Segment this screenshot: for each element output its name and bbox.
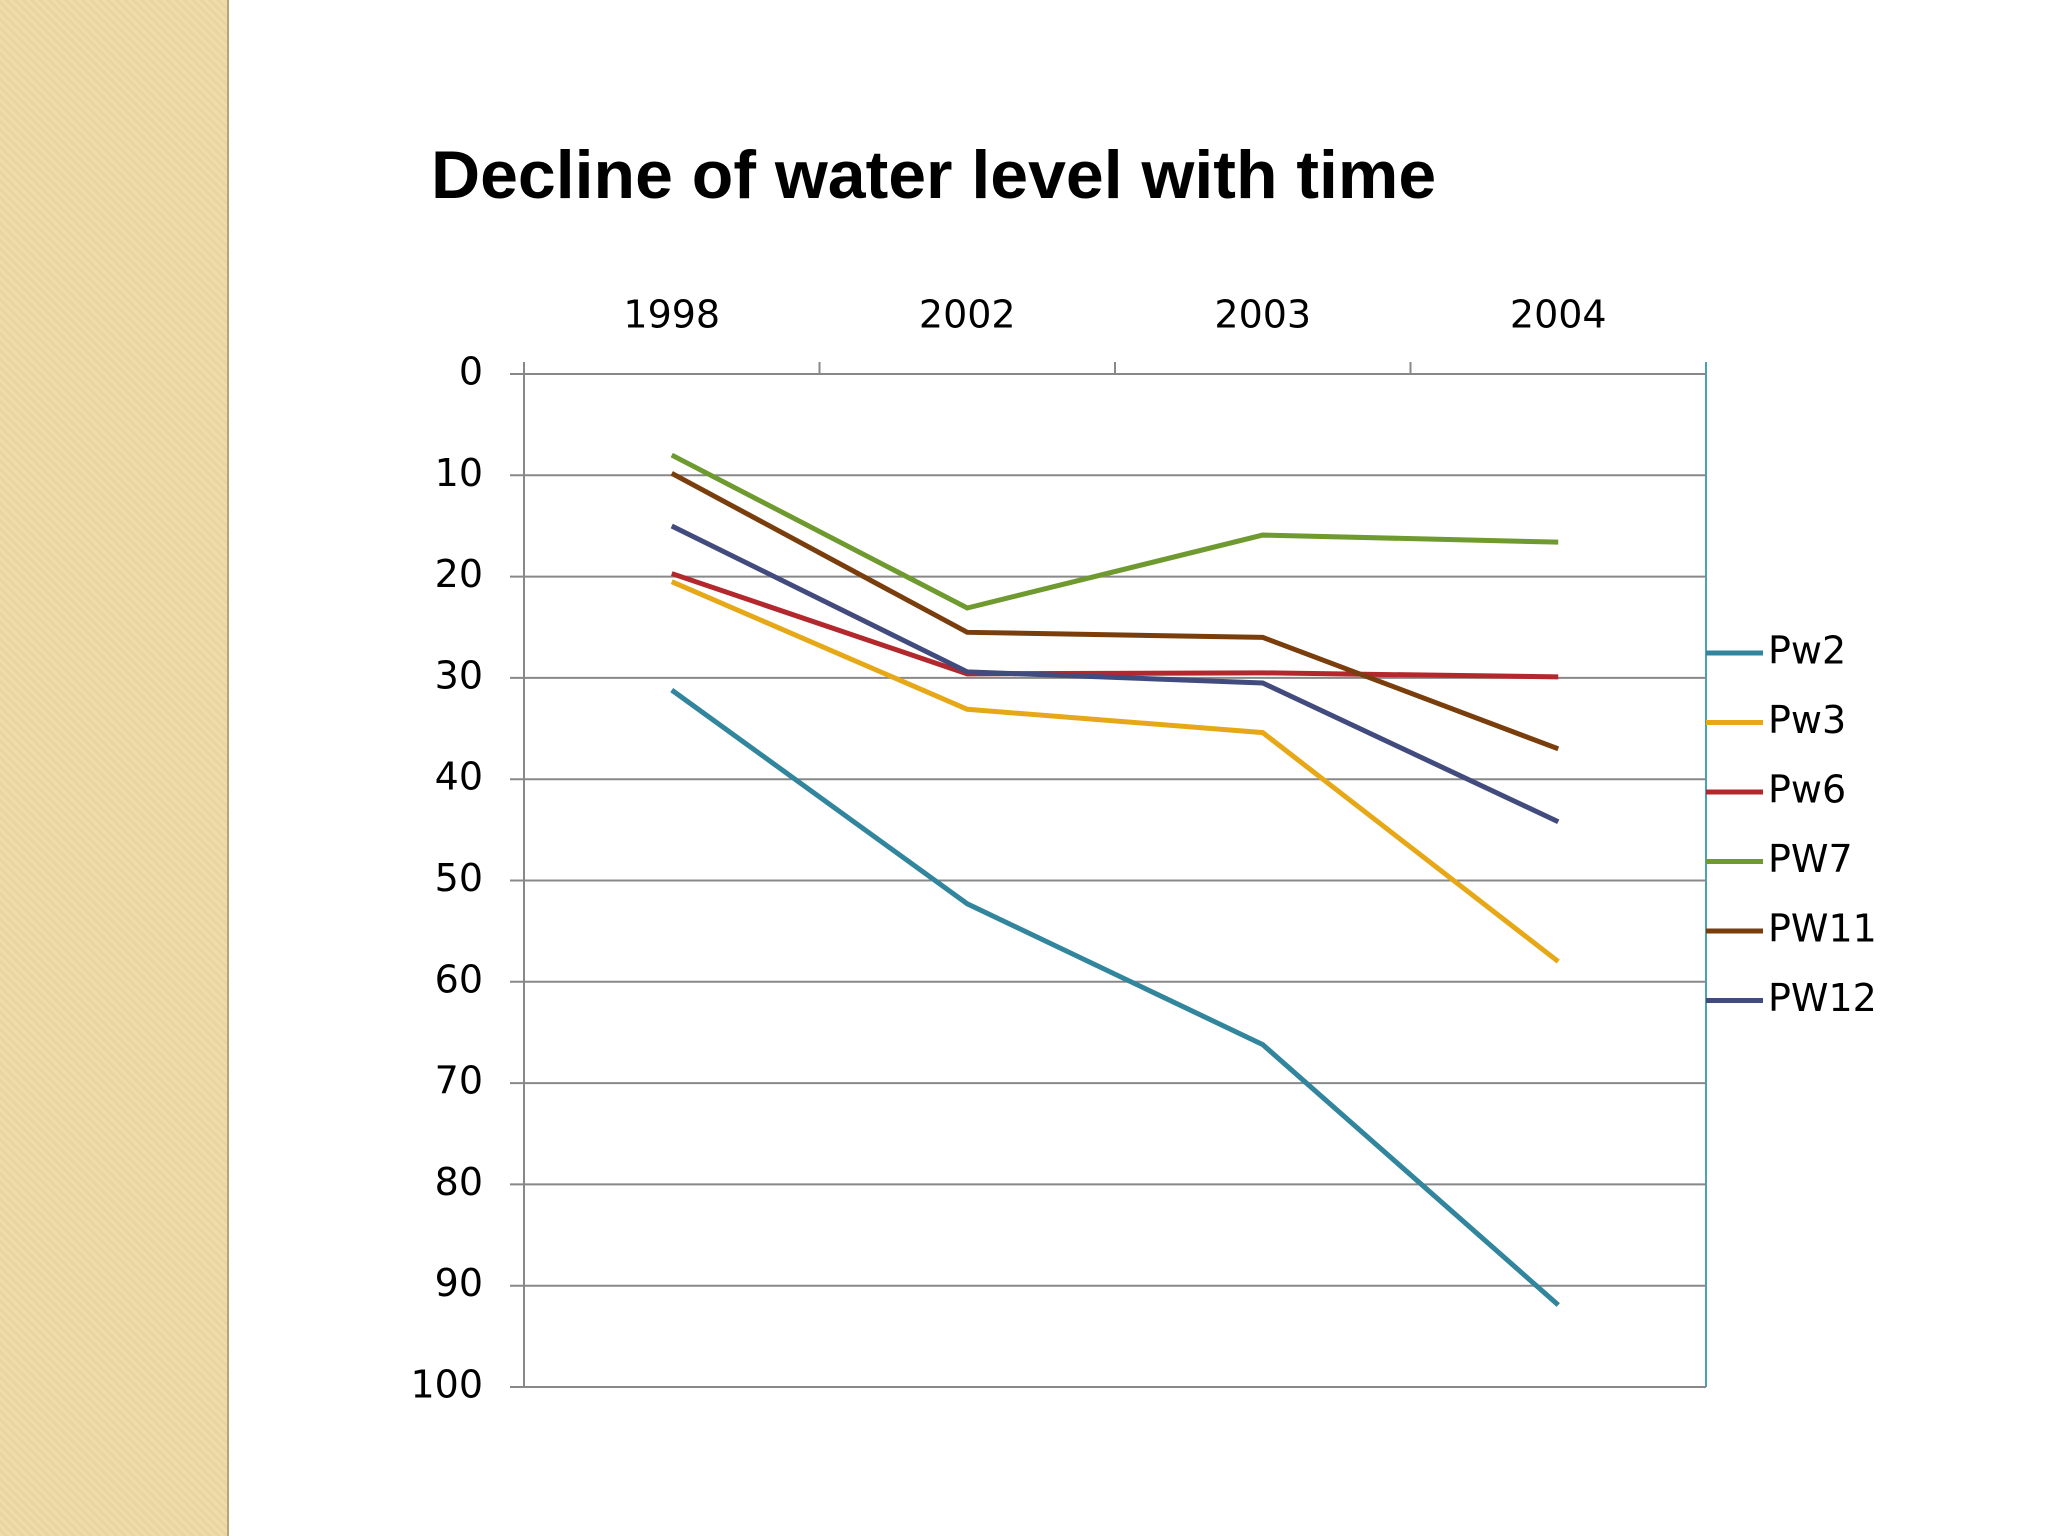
chart-title: Decline of water level with time	[431, 137, 1436, 213]
data-line	[670, 571, 1559, 680]
y-tick-label: 20	[435, 552, 483, 596]
y-tick-label: 100	[410, 1363, 483, 1407]
y-tick-label: 10	[435, 451, 483, 495]
data-line	[670, 471, 1560, 752]
y-tick-label: 90	[435, 1261, 483, 1305]
y-tick-label: 70	[435, 1059, 483, 1103]
side-strip	[0, 0, 229, 1536]
y-tick-label: 40	[435, 755, 483, 799]
legend-label: Pw6	[1768, 768, 1846, 812]
x-tick-label: 2002	[919, 293, 1016, 337]
data-line	[670, 452, 1559, 611]
y-tick-label: 50	[435, 856, 483, 900]
x-tick-label: 2003	[1214, 293, 1311, 337]
legend-label: Pw3	[1768, 698, 1846, 742]
data-line	[670, 579, 1560, 964]
y-tick-label: 0	[459, 350, 483, 394]
x-tick-label: 2004	[1510, 293, 1607, 337]
y-tick-label: 80	[435, 1160, 483, 1204]
legend-label: PW7	[1768, 837, 1853, 881]
y-tick-label: 30	[435, 653, 483, 697]
legend-label: Pw2	[1768, 629, 1846, 673]
data-line	[670, 688, 1560, 1307]
legend-label: PW11	[1768, 907, 1877, 951]
y-tick-label: 60	[435, 957, 483, 1001]
data-line	[670, 523, 1560, 825]
x-tick-label: 1998	[623, 293, 720, 337]
legend-label: PW12	[1768, 976, 1877, 1020]
